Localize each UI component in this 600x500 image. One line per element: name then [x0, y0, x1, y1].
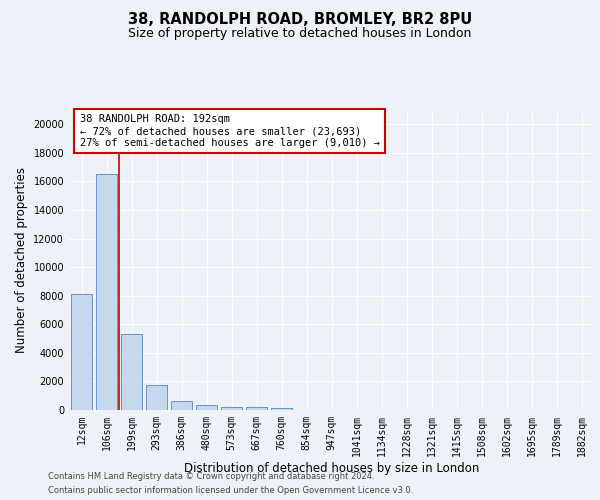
Bar [246, 408, 267, 410]
Bar [196, 406, 217, 410]
Y-axis label: Number of detached properties: Number of detached properties [15, 167, 28, 353]
Text: 38, RANDOLPH ROAD, BROMLEY, BR2 8PU: 38, RANDOLPH ROAD, BROMLEY, BR2 8PU [128, 12, 472, 28]
Bar [121, 334, 142, 410]
X-axis label: Distribution of detached houses by size in London: Distribution of detached houses by size … [184, 462, 479, 474]
Bar [71, 294, 92, 410]
Text: 38 RANDOLPH ROAD: 192sqm
← 72% of detached houses are smaller (23,693)
27% of se: 38 RANDOLPH ROAD: 192sqm ← 72% of detach… [79, 114, 380, 148]
Bar [171, 400, 192, 410]
Bar [221, 407, 242, 410]
Text: Contains public sector information licensed under the Open Government Licence v3: Contains public sector information licen… [48, 486, 413, 495]
Text: Contains HM Land Registry data © Crown copyright and database right 2024.: Contains HM Land Registry data © Crown c… [48, 472, 374, 481]
Bar [96, 174, 117, 410]
Text: Size of property relative to detached houses in London: Size of property relative to detached ho… [128, 28, 472, 40]
Bar [271, 408, 292, 410]
Bar [146, 385, 167, 410]
